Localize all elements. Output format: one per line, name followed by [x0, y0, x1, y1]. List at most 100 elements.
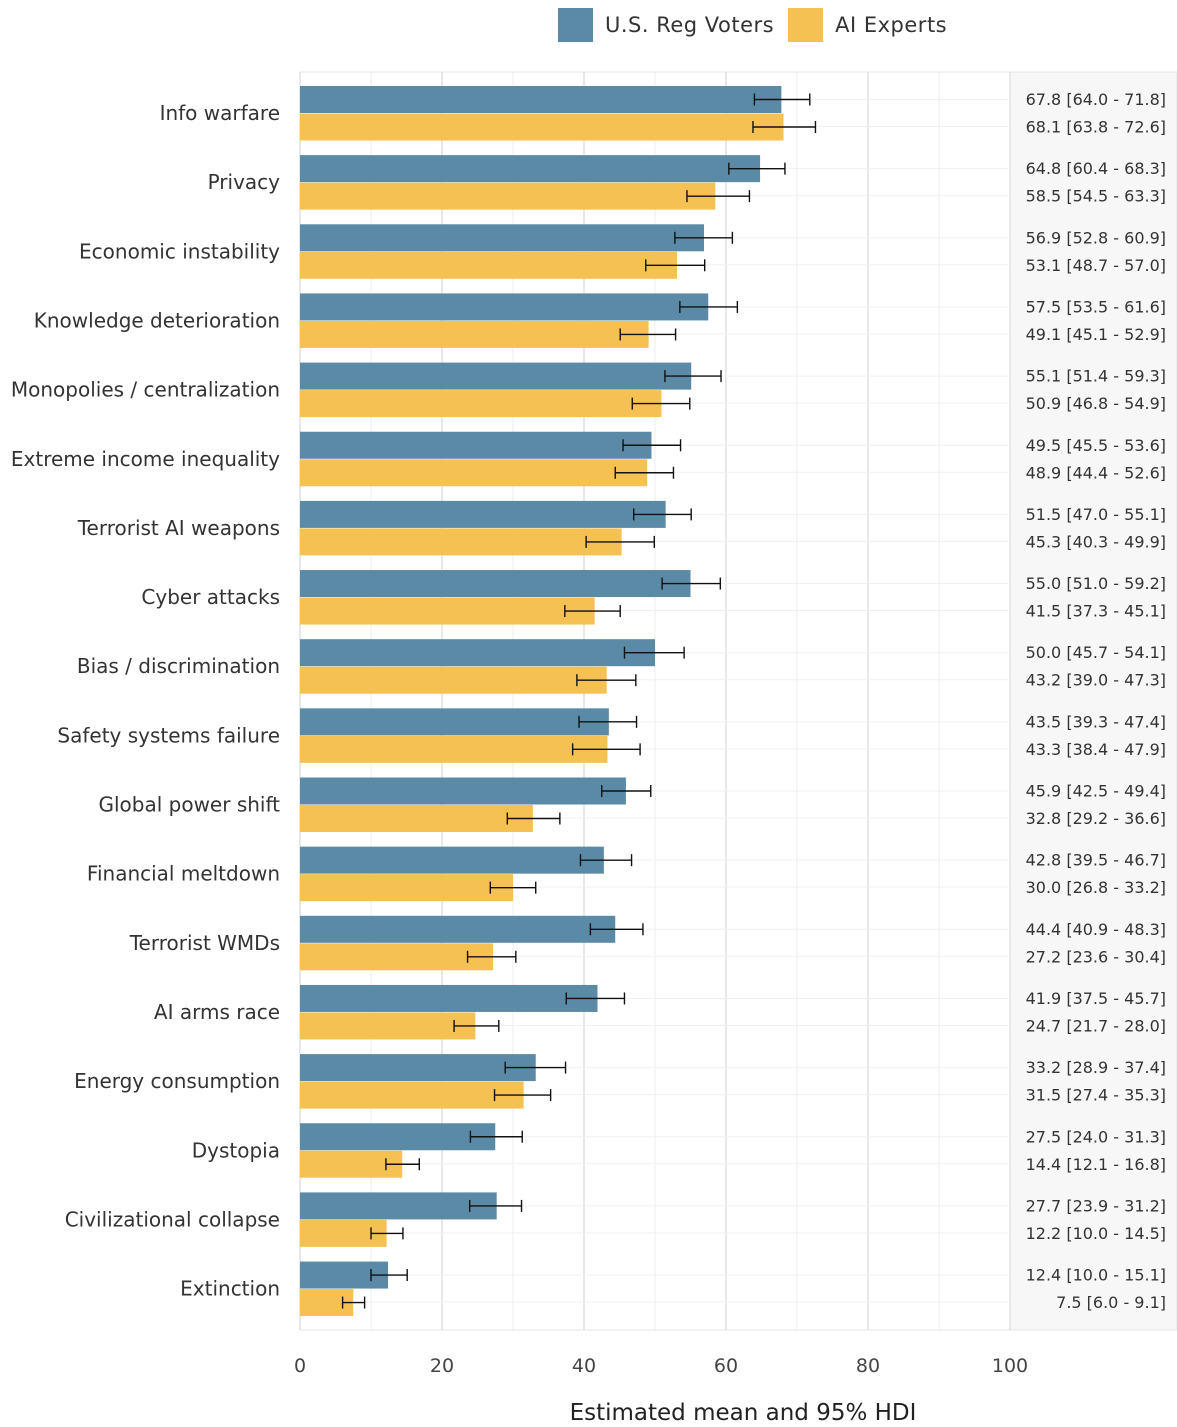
value-label-voters-global-power-shift: 45.9 [42.5 - 49.4]: [1026, 782, 1166, 801]
x-tick-label-60: 60: [714, 1355, 738, 1377]
bar-experts-safety-systems-failure: [300, 735, 608, 763]
bar-voters-dystopia: [300, 1123, 496, 1151]
error-bar-voters-extreme-income-inequality: [622, 439, 682, 452]
value-label-experts-financial-meltdown: 30.0 [26.8 - 33.2]: [1026, 878, 1166, 897]
value-label-experts-extreme-income-inequality: 48.9 [44.4 - 52.6]: [1026, 463, 1166, 482]
value-label-voters-economic-instability: 56.9 [52.8 - 60.9]: [1026, 228, 1166, 247]
bar-voters-cyber-attacks: [300, 570, 691, 598]
category-label-extinction: Extinction: [180, 1277, 280, 1301]
error-bar-experts-ai-arms-race: [453, 1019, 500, 1032]
bar-experts-info-warfare: [300, 113, 784, 141]
error-bar-experts-terrorist-ai-weapons: [585, 535, 655, 548]
legend-label-experts: AI Experts: [835, 13, 948, 37]
category-label-extreme-income-inequality: Extreme income inequality: [11, 447, 280, 471]
error-bar-voters-bias-discrimination: [623, 646, 685, 659]
bar-voters-monopolies-centralization: [300, 362, 692, 390]
bar-voters-knowledge-deterioration: [300, 293, 709, 321]
category-label-cyber-attacks: Cyber attacks: [141, 585, 280, 609]
category-label-financial-meltdown: Financial meltdown: [87, 862, 280, 886]
value-label-voters-knowledge-deterioration: 57.5 [53.5 - 61.6]: [1026, 297, 1166, 316]
bar-experts-cyber-attacks: [300, 597, 595, 625]
value-label-experts-knowledge-deterioration: 49.1 [45.1 - 52.9]: [1026, 325, 1166, 344]
value-label-experts-ai-arms-race: 24.7 [21.7 - 28.0]: [1026, 1016, 1166, 1035]
error-bar-voters-civilizational-collapse: [468, 1199, 523, 1212]
legend: U.S. Reg Voters AI Experts: [558, 8, 947, 42]
value-label-experts-civilizational-collapse: 12.2 [10.0 - 14.5]: [1026, 1224, 1166, 1243]
category-label-economic-instability: Economic instability: [79, 239, 280, 263]
grid-layer: [299, 71, 1177, 1331]
bar-experts-global-power-shift: [300, 805, 533, 832]
value-label-experts-cyber-attacks: 41.5 [37.3 - 45.1]: [1026, 602, 1166, 621]
error-bar-experts-economic-instability: [645, 259, 706, 272]
error-bar-voters-cyber-attacks: [661, 577, 722, 590]
error-bar-experts-knowledge-deterioration: [619, 328, 677, 341]
category-label-civilizational-collapse: Civilizational collapse: [65, 1207, 280, 1231]
x-tick-label-0: 0: [294, 1355, 306, 1377]
bar-experts-privacy: [300, 182, 716, 210]
value-label-voters-safety-systems-failure: 43.5 [39.3 - 47.4]: [1026, 712, 1166, 731]
error-bar-experts-monopolies-centralization: [631, 397, 691, 410]
bar-experts-terrorist-ai-weapons: [300, 528, 622, 556]
error-bar-experts-info-warfare: [752, 121, 817, 133]
legend-item-voters: U.S. Reg Voters: [558, 8, 774, 42]
error-bar-experts-dystopia: [385, 1158, 420, 1171]
bar-experts-knowledge-deterioration: [300, 320, 649, 348]
value-label-experts-bias-discrimination: 43.2 [39.0 - 47.3]: [1026, 671, 1166, 690]
error-bar-voters-ai-arms-race: [565, 992, 626, 1005]
bar-voters-civilizational-collapse: [300, 1192, 497, 1220]
value-label-voters-extreme-income-inequality: 49.5 [45.5 - 53.6]: [1026, 436, 1166, 455]
value-label-experts-terrorist-wmds: 27.2 [23.6 - 30.4]: [1026, 947, 1166, 966]
legend-item-experts: AI Experts: [788, 8, 947, 42]
value-label-voters-cyber-attacks: 55.0 [51.0 - 59.2]: [1026, 574, 1166, 593]
error-bar-voters-terrorist-wmds: [589, 923, 644, 936]
error-bar-experts-safety-systems-failure: [571, 743, 641, 756]
bar-voters-energy-consumption: [300, 1054, 536, 1082]
category-label-bias-discrimination: Bias / discrimination: [77, 654, 280, 678]
error-bar-experts-extinction: [341, 1296, 366, 1309]
bar-voters-bias-discrimination: [300, 639, 655, 667]
bar-experts-extreme-income-inequality: [300, 459, 648, 487]
error-bar-experts-terrorist-wmds: [466, 950, 517, 963]
error-bar-experts-extreme-income-inequality: [614, 466, 675, 479]
legend-swatch-voters: [558, 8, 593, 42]
value-label-experts-energy-consumption: 31.5 [27.4 - 35.3]: [1026, 1086, 1166, 1105]
category-label-knowledge-deterioration: Knowledge deterioration: [34, 308, 280, 332]
bar-voters-economic-instability: [300, 224, 704, 252]
bar-voters-privacy: [300, 155, 761, 183]
error-bar-voters-extinction: [370, 1269, 408, 1282]
error-bar-experts-privacy: [686, 190, 751, 203]
category-label-dystopia: Dystopia: [192, 1138, 280, 1162]
x-axis-title: Estimated mean and 95% HDI: [570, 1400, 917, 1426]
category-label-global-power-shift: Global power shift: [98, 793, 280, 817]
value-label-experts-terrorist-ai-weapons: 45.3 [40.3 - 49.9]: [1026, 532, 1166, 551]
category-label-safety-systems-failure: Safety systems failure: [57, 723, 280, 747]
value-label-experts-economic-instability: 53.1 [48.7 - 57.0]: [1026, 256, 1166, 275]
value-label-experts-dystopia: 14.4 [12.1 - 16.8]: [1026, 1155, 1166, 1174]
category-label-ai-arms-race: AI arms race: [154, 1000, 280, 1024]
error-bar-voters-financial-meltdown: [579, 854, 633, 867]
error-bar-experts-energy-consumption: [493, 1089, 552, 1102]
error-bar-voters-dystopia: [469, 1130, 523, 1143]
x-tick-label-100: 100: [992, 1355, 1028, 1377]
bar-experts-energy-consumption: [300, 1081, 524, 1109]
value-label-voters-ai-arms-race: 41.9 [37.5 - 45.7]: [1026, 989, 1166, 1008]
legend-label-voters: U.S. Reg Voters: [605, 13, 775, 37]
error-bar-voters-privacy: [728, 162, 786, 175]
value-label-voters-civilizational-collapse: 27.7 [23.9 - 31.2]: [1026, 1196, 1166, 1215]
bar-voters-terrorist-wmds: [300, 915, 616, 943]
error-bar-voters-monopolies-centralization: [664, 370, 722, 383]
category-label-terrorist-ai-weapons: Terrorist AI weapons: [77, 516, 280, 540]
value-label-experts-safety-systems-failure: 43.3 [38.4 - 47.9]: [1026, 740, 1166, 759]
error-bar-experts-global-power-shift: [506, 812, 561, 825]
bar-voters-terrorist-ai-weapons: [300, 500, 666, 528]
error-bar-experts-bias-discrimination: [576, 674, 637, 687]
bars-layer: [300, 86, 817, 1317]
bar-experts-ai-arms-race: [300, 1012, 476, 1040]
error-bar-voters-terrorist-ai-weapons: [633, 508, 692, 521]
value-panel: [1009, 71, 1177, 1331]
error-bar-experts-civilizational-collapse: [370, 1227, 404, 1240]
x-tick-label-80: 80: [856, 1355, 880, 1377]
value-label-voters-energy-consumption: 33.2 [28.9 - 37.4]: [1026, 1058, 1166, 1077]
value-label-voters-terrorist-ai-weapons: 51.5 [47.0 - 55.1]: [1026, 505, 1166, 524]
